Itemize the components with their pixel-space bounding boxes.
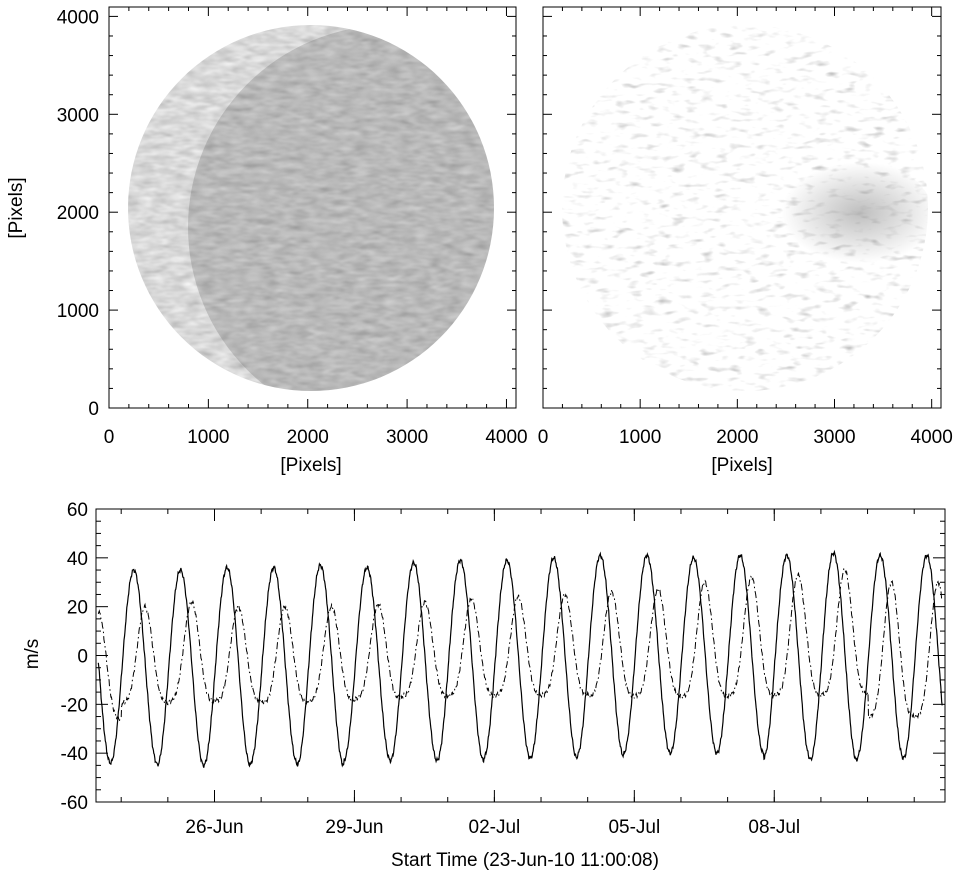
series-solid-line bbox=[97, 549, 943, 768]
x-tick-label: 26-Jun bbox=[185, 817, 243, 838]
x-tick-label: 1000 bbox=[187, 427, 229, 448]
x-tick-label: 1000 bbox=[619, 427, 661, 448]
y-tick-label: 3000 bbox=[57, 105, 99, 126]
x-tick-label: 29-Jun bbox=[325, 817, 383, 838]
series-dash-dot-line bbox=[97, 568, 943, 722]
y-tick-label: -60 bbox=[61, 793, 88, 814]
y-tick-label: 0 bbox=[88, 399, 99, 420]
x-tick-label: 02-Jul bbox=[469, 817, 521, 838]
y-tick-label: -40 bbox=[61, 744, 88, 765]
y-tick-label: 0 bbox=[77, 647, 88, 668]
solar-disk-left bbox=[128, 25, 494, 391]
image-panel-right: 0 1000 2000 3000 4000 [Pixels] bbox=[538, 6, 953, 476]
x-tick-label: 2000 bbox=[287, 427, 329, 448]
x-tick-label: 2000 bbox=[716, 427, 758, 448]
tick-labels-right: 0 1000 2000 3000 4000 bbox=[538, 427, 953, 448]
x-axis-title-left: [Pixels] bbox=[280, 455, 341, 476]
x-axis-title-timeseries: Start Time (23-Jun-10 11:00:08) bbox=[391, 850, 659, 871]
x-tick-label: 0 bbox=[538, 427, 549, 448]
y-tick-label: 40 bbox=[67, 549, 88, 570]
x-axis-title-right: [Pixels] bbox=[711, 455, 772, 476]
y-tick-label: 2000 bbox=[57, 203, 99, 224]
y-axis-title-timeseries: m/s bbox=[22, 639, 43, 670]
y-axis-title-left: [Pixels] bbox=[6, 177, 27, 238]
y-tick-label: 60 bbox=[67, 500, 88, 521]
plot-frame-right bbox=[542, 6, 942, 409]
y-tick-label: -20 bbox=[61, 695, 88, 716]
solar-disk-right bbox=[562, 25, 928, 391]
tick-labels-timeseries: -60 -40 -20 0 20 40 60 26-Jun 29-Jun 02-Jul 05-Jul… bbox=[61, 500, 801, 838]
timeseries-panel: -60 -40 -20 0 20 40 60 26-Jun 29-Jun 02-Jul 05-Jul… bbox=[22, 500, 946, 871]
x-tick-label: 4000 bbox=[911, 427, 953, 448]
x-tick-label: 3000 bbox=[813, 427, 855, 448]
y-tick-label: 4000 bbox=[57, 7, 99, 28]
x-tick-label: 3000 bbox=[386, 427, 428, 448]
x-tick-label: 4000 bbox=[485, 427, 527, 448]
ticks-left bbox=[108, 7, 516, 409]
y-tick-label: 1000 bbox=[57, 301, 99, 322]
x-tick-label: 08-Jul bbox=[748, 817, 800, 838]
plot-frame-left bbox=[108, 6, 517, 409]
image-panel-left: 0 1000 2000 3000 4000 0 1000 2000 3000 4000 [Pixe… bbox=[6, 6, 528, 476]
tick-labels-left: 0 1000 2000 3000 4000 0 1000 2000 3000 4000 bbox=[57, 7, 528, 448]
ticks-right bbox=[542, 7, 941, 409]
x-tick-label: 0 bbox=[104, 427, 115, 448]
plot-frame-timeseries bbox=[95, 508, 946, 803]
y-tick-label: 20 bbox=[67, 598, 88, 619]
x-tick-label: 05-Jul bbox=[608, 817, 660, 838]
ticks-timeseries bbox=[96, 508, 945, 803]
